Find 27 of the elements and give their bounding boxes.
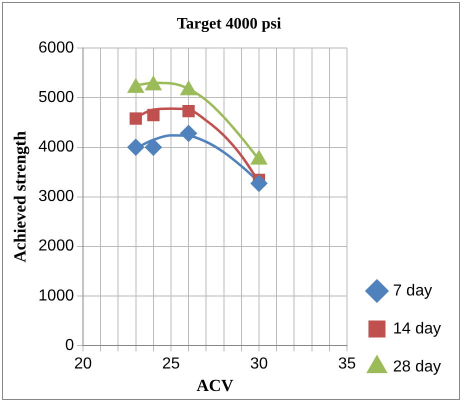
point (182, 104, 195, 118)
point (130, 112, 142, 125)
y-tick-label: 1000 (38, 287, 74, 304)
y-tick-label: 5000 (38, 89, 74, 106)
x-tick-label: 35 (338, 355, 356, 372)
x-tick-label: 30 (250, 355, 268, 372)
legend-label: 28 day (392, 358, 442, 376)
y-tick-label: 0 (65, 336, 74, 354)
point (250, 174, 268, 192)
legend-label: 14 day (392, 320, 442, 338)
y-tick-label: 3000 (38, 188, 74, 206)
point (180, 124, 198, 142)
x-tick-label: 20 (74, 355, 92, 372)
x-tick-label: 25 (162, 355, 180, 372)
point (180, 80, 197, 96)
legend-label: 7 day (392, 282, 432, 300)
y-tick-label: 6000 (38, 40, 74, 57)
point (144, 138, 162, 156)
x-axis-title: ACV (196, 376, 234, 396)
point (127, 138, 144, 156)
y-tick-label: 4000 (38, 138, 74, 156)
y-axis-title: Achieved strength (10, 130, 30, 263)
point (145, 76, 162, 90)
chart-title: Target 4000 psi (176, 16, 282, 33)
point (147, 108, 160, 122)
point (127, 78, 144, 93)
y-tick-label: 2000 (38, 238, 74, 255)
